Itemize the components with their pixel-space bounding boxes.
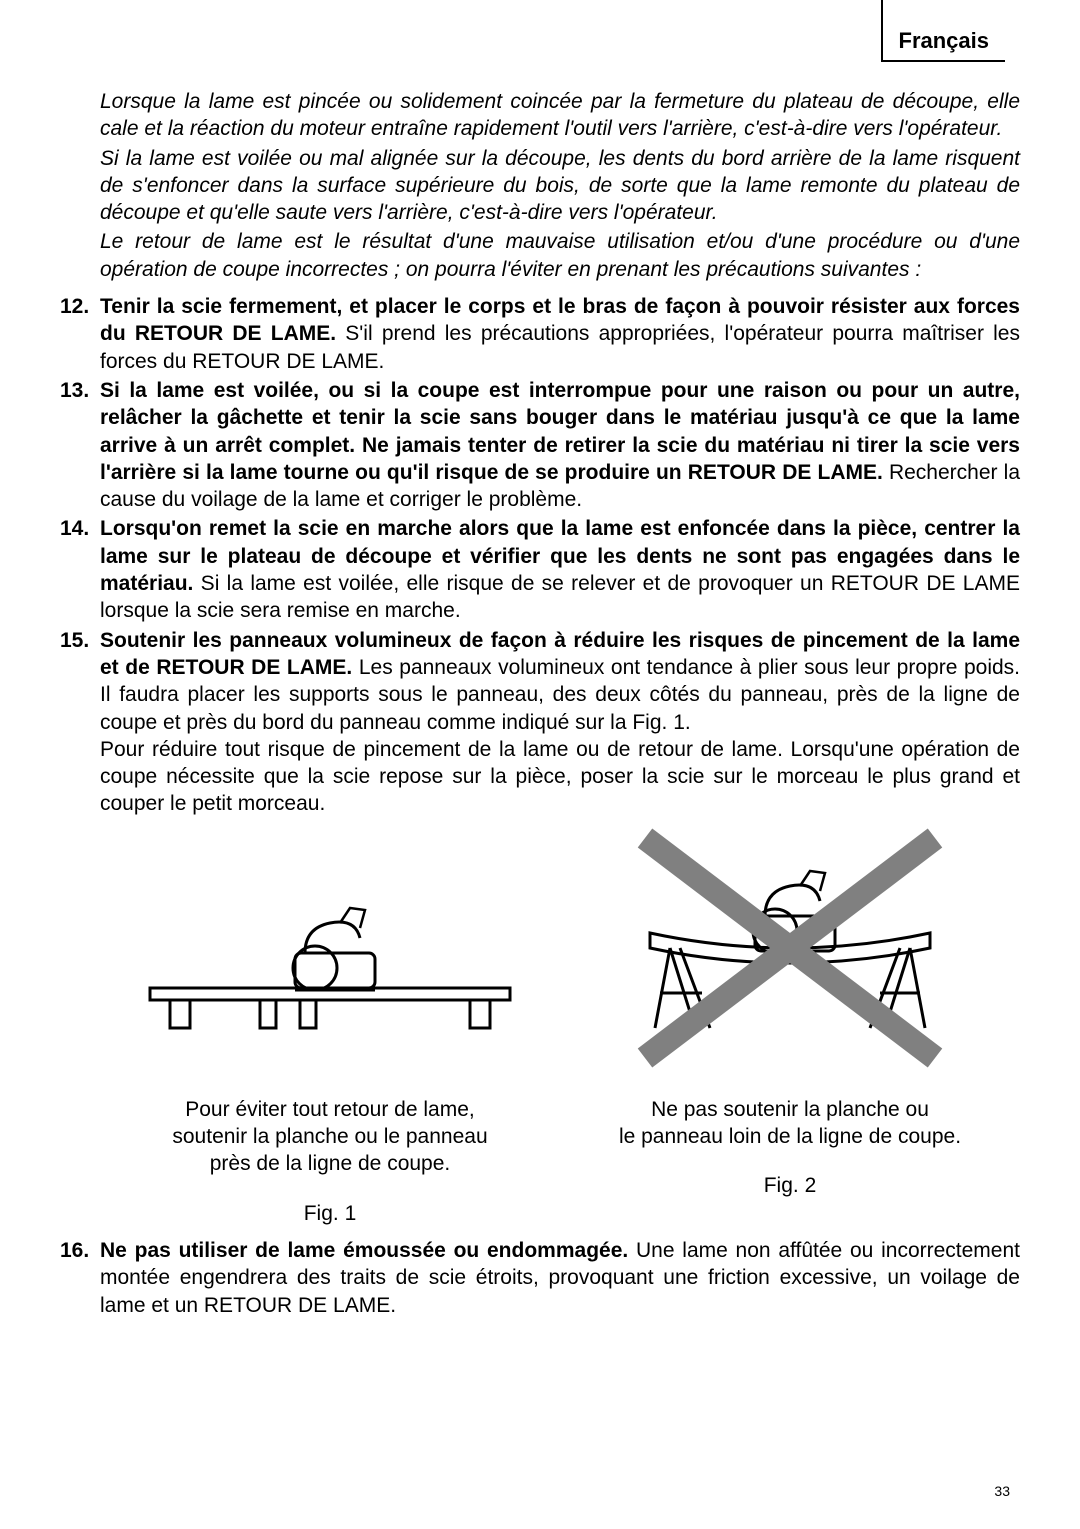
- item-text-2: Pour réduire tout risque de pincement de…: [100, 736, 1020, 818]
- page-number: 33: [994, 1483, 1010, 1499]
- figure-2-image: [570, 828, 1010, 1088]
- caption-line: Pour éviter tout retour de lame,: [110, 1096, 550, 1123]
- intro-block: Lorsque la lame est pincée ou solidement…: [100, 88, 1020, 283]
- intro-para-2: Si la lame est voilée ou mal alignée sur…: [100, 145, 1020, 227]
- numbered-list-cont: Ne pas utiliser de lame émoussée ou endo…: [60, 1237, 1020, 1319]
- item-bold: Ne pas utiliser de lame émoussée ou endo…: [100, 1239, 628, 1262]
- saw-correct-icon: [140, 868, 520, 1048]
- figure-1-label: Fig. 1: [110, 1200, 550, 1227]
- figure-1-image: [110, 828, 550, 1088]
- intro-para-1: Lorsque la lame est pincée ou solidement…: [100, 88, 1020, 143]
- item-text: Si la lame est voilée, elle risque de se…: [100, 572, 1020, 622]
- saw-wrong-icon: [630, 828, 950, 1088]
- figure-2-caption: Ne pas soutenir la planche ou le panneau…: [570, 1096, 1010, 1151]
- list-item-13: Si la lame est voilée, ou si la coupe es…: [60, 377, 1020, 513]
- list-item-12: Tenir la scie fermement, et placer le co…: [60, 293, 1020, 375]
- page-content: Lorsque la lame est pincée ou solidement…: [60, 88, 1020, 1319]
- list-item-16: Ne pas utiliser de lame émoussée ou endo…: [60, 1237, 1020, 1319]
- figures-row: Pour éviter tout retour de lame, souteni…: [100, 828, 1020, 1227]
- numbered-list: Tenir la scie fermement, et placer le co…: [60, 293, 1020, 818]
- intro-para-3: Le retour de lame est le résultat d'une …: [100, 228, 1020, 283]
- caption-line: Ne pas soutenir la planche ou: [570, 1096, 1010, 1123]
- list-item-15: Soutenir les panneaux volumineux de faço…: [60, 627, 1020, 818]
- caption-line: le panneau loin de la ligne de coupe.: [570, 1123, 1010, 1150]
- caption-line: soutenir la planche ou le panneau: [110, 1123, 550, 1150]
- figure-2: Ne pas soutenir la planche ou le panneau…: [560, 828, 1020, 1227]
- caption-line: près de la ligne de coupe.: [110, 1150, 550, 1177]
- list-item-14: Lorsqu'on remet la scie en marche alors …: [60, 515, 1020, 624]
- figure-1: Pour éviter tout retour de lame, souteni…: [100, 828, 560, 1227]
- language-header: Français: [881, 0, 1006, 62]
- figure-1-caption: Pour éviter tout retour de lame, souteni…: [110, 1096, 550, 1178]
- figure-2-label: Fig. 2: [570, 1172, 1010, 1199]
